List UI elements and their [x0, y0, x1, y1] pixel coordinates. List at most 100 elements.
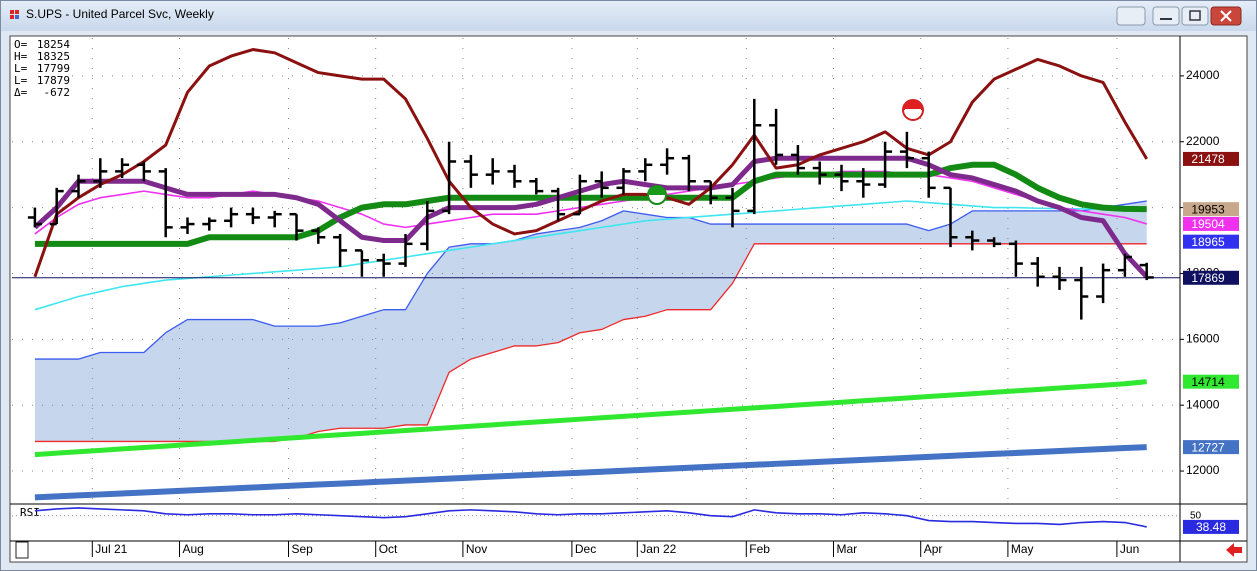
maximize-glyph	[1189, 10, 1201, 21]
cloud-area	[34, 201, 1147, 442]
info-value: 18325	[37, 50, 70, 63]
ohlc-bar	[1139, 262, 1154, 281]
ohlc-bar	[136, 161, 151, 182]
info-box	[12, 38, 72, 104]
y-tick-label: 22000	[1186, 134, 1220, 148]
value-box	[1183, 202, 1239, 217]
indicator-line	[34, 161, 1147, 247]
ohlc-bar	[747, 98, 762, 215]
ohlc-bar	[1008, 240, 1023, 277]
indicator-line	[34, 444, 1147, 501]
close-glyph	[1220, 10, 1232, 22]
y-tick-label: 12000	[1186, 463, 1220, 477]
ohlc-bar	[572, 174, 587, 216]
x-tick-label: Aug	[183, 542, 204, 556]
x-tick-label: Nov	[466, 542, 487, 556]
value-box-label: 21478	[1191, 152, 1225, 166]
ohlc-bar	[93, 158, 108, 188]
info-label: L=	[14, 62, 28, 75]
ohlc-bar	[180, 217, 195, 234]
signal-buy	[647, 185, 667, 205]
x-tick-label: Jun	[1120, 542, 1139, 556]
value-box-label: 12727	[1191, 440, 1225, 454]
ohlc-bar	[376, 253, 391, 277]
ohlc-bar	[333, 233, 348, 267]
ohlc-bar	[878, 141, 893, 188]
ohlc-bar	[398, 233, 413, 267]
info-value: -672	[44, 86, 71, 99]
ohlc-bar	[354, 249, 369, 277]
ohlc-bar	[463, 154, 478, 188]
x-tick-label: Jan 22	[640, 542, 676, 556]
x-tick-label: Sep	[292, 542, 314, 556]
rsi-title: RSI	[20, 506, 40, 519]
ohlc-bar	[899, 131, 914, 169]
rsi-line	[34, 507, 1147, 528]
value-box-label: 19504	[1191, 217, 1225, 231]
info-label: Δ=	[14, 86, 28, 99]
window-title: S.UPS - United Parcel Svc, Weekly	[26, 7, 214, 21]
ohlc-bar	[1096, 263, 1111, 304]
ohlc-bar	[158, 168, 173, 238]
info-label: H=	[14, 50, 28, 63]
y-tick-label: 16000	[1186, 331, 1220, 345]
ohlc-bar	[311, 227, 326, 244]
ohlc-bar	[27, 207, 42, 228]
y-tick-label: 14000	[1186, 397, 1220, 411]
ohlc-bar	[965, 230, 980, 251]
ohlc-bar	[681, 154, 696, 192]
ohlc-bar	[725, 187, 740, 228]
ohlc-bar	[224, 207, 239, 228]
ohlc-bar	[202, 217, 217, 231]
value-box	[1183, 151, 1239, 166]
ohlc-bar	[71, 174, 86, 198]
ohlc-bar	[616, 168, 631, 195]
indicator-line	[33, 48, 1148, 278]
ohlc-bar	[856, 168, 871, 198]
cloud-top-line	[34, 200, 1147, 360]
value-box	[1183, 374, 1239, 389]
y-tick-label: 24000	[1186, 68, 1220, 82]
info-label: O=	[14, 38, 28, 51]
ohlc-bar	[834, 164, 849, 192]
ohlc-bar	[420, 201, 435, 251]
x-tick-label: Apr	[924, 542, 943, 556]
ohlc-bar	[638, 158, 653, 182]
rsi-value-label: 38.48	[1196, 520, 1226, 534]
ohlc-bar	[594, 171, 609, 198]
ohlc-bar	[529, 177, 544, 195]
rsi-tick-label: 50	[1190, 510, 1202, 521]
ohlc-bar	[703, 180, 718, 205]
ohlc-bar	[987, 237, 1002, 248]
x-tick-label: Feb	[749, 542, 770, 556]
indicator-line	[34, 200, 1147, 311]
app-icon	[10, 10, 19, 19]
scroll-arrow[interactable]	[1226, 543, 1242, 557]
ohlc-bar	[49, 187, 64, 226]
ohlc-bar	[1074, 266, 1089, 320]
ohlc-bar	[1052, 266, 1067, 290]
x-tick-label: May	[1011, 542, 1034, 556]
ohlc-bar	[507, 164, 522, 188]
ohlc-bar	[812, 161, 827, 185]
ohlc-bar	[769, 108, 784, 165]
value-box	[1183, 270, 1239, 285]
ohlc-bar	[921, 151, 936, 198]
value-box	[1183, 216, 1239, 231]
ohlc-bar	[442, 141, 457, 215]
value-box-label: 18965	[1191, 235, 1225, 249]
ohlc-bar	[267, 210, 282, 228]
maximize-button[interactable]	[1181, 6, 1209, 26]
rsi-value-box	[1183, 519, 1239, 534]
pin-button[interactable]	[1116, 6, 1146, 26]
x-tick-label: Mar	[837, 542, 858, 556]
minimize-button[interactable]	[1152, 6, 1180, 26]
ohlc-bar	[245, 207, 260, 225]
signal-sell	[902, 99, 924, 121]
ohlc-bar	[289, 212, 304, 241]
ohlc-bar	[1117, 253, 1132, 277]
info-label: L=	[14, 74, 28, 87]
ohlc-bar	[943, 186, 958, 248]
scroll-box[interactable]	[15, 541, 29, 559]
